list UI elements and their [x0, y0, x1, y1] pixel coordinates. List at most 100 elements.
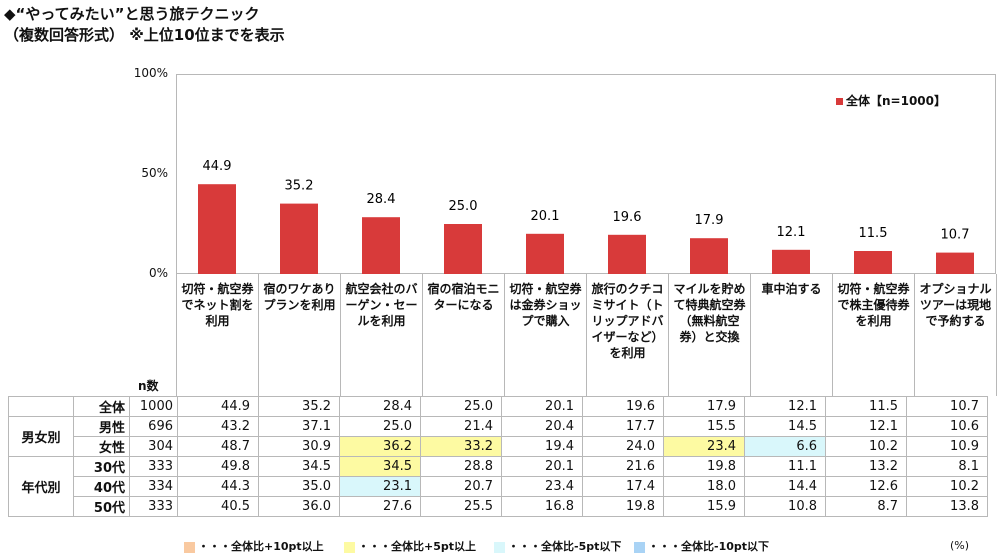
table-cell: 10.8 [744, 496, 826, 517]
category-label-5: 切符・航空券は金券ショップで購入 [505, 274, 587, 396]
table-cell: 23.4 [501, 476, 583, 497]
legend-lower10-label: ・・・全体比-10pt以下 [648, 540, 770, 553]
table-cell: 33.2 [420, 436, 502, 457]
table-cell: 13.8 [906, 496, 988, 517]
table-cell: 15.9 [663, 496, 745, 517]
table-cell: 17.4 [582, 476, 664, 497]
table-cell: 17.7 [582, 416, 664, 437]
table-cell: 18.0 [663, 476, 745, 497]
table-cell: 11.5 [825, 396, 907, 417]
swatch-higher5 [344, 541, 355, 553]
bar-6 [608, 234, 646, 274]
bar-9 [854, 251, 892, 274]
table-cell: 10.7 [906, 396, 988, 417]
table-cell: 10.6 [906, 416, 988, 437]
category-labels: 切符・航空券でネット割を利用 宿のワケありプランを利用 航空会社のバーゲン・セールを… [176, 274, 997, 396]
swatch-higher10 [184, 541, 195, 553]
bar-label-3: 28.4 [367, 192, 396, 207]
row-label: 全体 [73, 396, 130, 417]
table-cell: 19.8 [582, 496, 664, 517]
table-cell: 13.2 [825, 456, 907, 477]
unit-label: (%) [950, 539, 970, 552]
table-cell: 11.1 [744, 456, 826, 477]
row-group: 男女別 [8, 416, 74, 457]
bar-label-2: 35.2 [285, 179, 314, 194]
table-cell: 12.1 [825, 416, 907, 437]
table-cell: 14.4 [744, 476, 826, 497]
bar-4 [444, 224, 482, 274]
table-row: 女性 304 48.7 30.9 36.2 33.2 19.4 24.0 23.4 6.6 10.2… [9, 436, 988, 457]
table-cell: 28.4 [339, 396, 421, 417]
bar-2 [280, 203, 318, 274]
category-label-7: マイルを貯めて特典航空券（無料航空券）と交換 [669, 274, 751, 396]
table-cell: 25.0 [339, 416, 421, 437]
table-cell: 28.8 [420, 456, 502, 477]
row-n: 696 [129, 416, 178, 437]
table-cell: 27.6 [339, 496, 421, 517]
table-row: 40代 334 44.3 35.0 23.1 20.7 23.4 17.4 18.0 14.4 12… [9, 476, 988, 497]
table-cell: 35.0 [258, 476, 340, 497]
row-label: 40代 [73, 476, 130, 497]
category-label-6: 旅行のクチコミサイト（トリップアドバイザーなど）を利用 [587, 274, 669, 396]
legend-lower5-label: ・・・全体比-5pt以下 [508, 540, 622, 553]
table-cell: 12.1 [744, 396, 826, 417]
category-label-10: オプショナルツアーは現地で予約する [915, 274, 997, 396]
table-cell: 49.8 [177, 456, 259, 477]
category-label-8: 車中泊する [751, 274, 833, 396]
table-cell: 17.9 [663, 396, 745, 417]
table-cell: 16.8 [501, 496, 583, 517]
chart-title: ◆“やってみたい”と思う旅テクニック （複数回答形式） ※上位10位までを表示 [4, 4, 285, 46]
table-cell: 20.4 [501, 416, 583, 437]
table-cell: 20.7 [420, 476, 502, 497]
legend-swatch [836, 98, 843, 105]
category-label-1: 切符・航空券でネット割を利用 [177, 274, 259, 396]
legend: 全体【n=1000】 [836, 92, 946, 109]
table-cell: 44.9 [177, 396, 259, 417]
y-tick-100: 100% [133, 66, 168, 80]
row-n: 333 [129, 456, 178, 477]
table-cell: 25.0 [420, 396, 502, 417]
table-cell: 36.0 [258, 496, 340, 517]
table-cell: 12.6 [825, 476, 907, 497]
bar-label-1: 44.9 [203, 159, 232, 174]
table-cell: 20.1 [501, 456, 583, 477]
bar-label-5: 20.1 [531, 209, 560, 224]
table-cell: 8.1 [906, 456, 988, 477]
bar-10 [936, 252, 974, 274]
category-label-2: 宿のワケありプランを利用 [259, 274, 341, 396]
table-cell: 23.1 [339, 476, 421, 497]
table-cell: 8.7 [825, 496, 907, 517]
table-row: 50代 333 40.5 36.0 27.6 25.5 16.8 19.8 15.9 10.8 8.… [9, 496, 988, 517]
table-cell: 36.2 [339, 436, 421, 457]
row-label: 男性 [73, 416, 130, 437]
legend-higher5: ・・・全体比+5pt以上 [344, 538, 476, 554]
table-cell: 19.6 [582, 396, 664, 417]
table-cell: 6.6 [744, 436, 826, 457]
table-cell: 21.6 [582, 456, 664, 477]
swatch-lower5 [494, 541, 505, 553]
table-cell: 10.9 [906, 436, 988, 457]
table-cell: 15.5 [663, 416, 745, 437]
table-cell: 20.1 [501, 396, 583, 417]
data-table: 全体 1000 44.9 35.2 28.4 25.0 20.1 19.6 17.9 12.1 11… [8, 396, 988, 517]
table-cell: 35.2 [258, 396, 340, 417]
table-cell: 48.7 [177, 436, 259, 457]
legend-higher10-label: ・・・全体比+10pt以上 [198, 540, 324, 553]
table-cell: 24.0 [582, 436, 664, 457]
bar-7 [690, 238, 728, 274]
bar-chart: 44.9 35.2 28.4 25.0 20.1 19.6 17.9 12.1 11.5 10.7 [198, 159, 974, 274]
table-cell: 19.4 [501, 436, 583, 457]
bar-5 [526, 233, 564, 274]
row-n: 304 [129, 436, 178, 457]
category-label-4: 宿の宿泊モニターになる [423, 274, 505, 396]
bar-label-8: 12.1 [777, 225, 806, 240]
bar-label-10: 10.7 [941, 228, 970, 243]
legend-lower5: ・・・全体比-5pt以下 [494, 538, 621, 554]
category-label-9: 切符・航空券で株主優待券を利用 [833, 274, 915, 396]
bar-3 [362, 217, 400, 274]
row-label: 30代 [73, 456, 130, 477]
table-cell: 40.5 [177, 496, 259, 517]
table-cell: 10.2 [825, 436, 907, 457]
table-cell: 34.5 [258, 456, 340, 477]
bar-label-7: 17.9 [695, 213, 724, 228]
